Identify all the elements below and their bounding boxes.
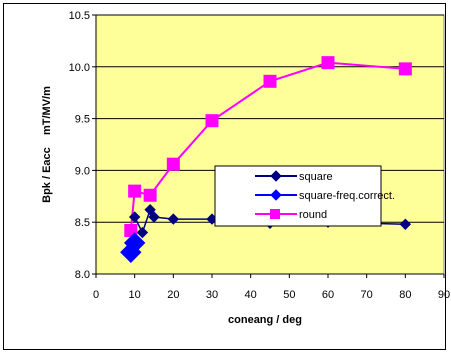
legend-label: square-freq.correct.: [299, 190, 395, 202]
data-point: [128, 184, 142, 198]
legend-marker: [270, 189, 282, 201]
x-axis-label: coneang / deg: [228, 314, 302, 326]
data-point: [398, 62, 412, 76]
y-tick-label: 10.0: [69, 62, 90, 74]
data-point: [166, 157, 180, 171]
x-tick-label: 40: [245, 289, 257, 301]
legend-box: [214, 165, 382, 227]
x-tick-label: 20: [167, 289, 179, 301]
legend-label: square: [299, 171, 333, 183]
y-tick-label: 9.5: [75, 114, 90, 126]
data-point: [148, 211, 160, 223]
x-tick-label: 0: [93, 289, 99, 301]
plot-area: [95, 14, 445, 275]
y-tick-label: 10.5: [69, 10, 90, 22]
data-point: [205, 114, 219, 128]
legend: square square-freq.correct. round: [214, 165, 395, 227]
series-layer: [120, 56, 412, 263]
data-point: [321, 56, 335, 70]
x-tick-label: 80: [399, 289, 411, 301]
x-tick-label: 30: [206, 289, 218, 301]
y-tick-label: 8.0: [75, 269, 90, 281]
data-point: [136, 226, 149, 239]
data-point: [263, 74, 277, 88]
y-tick-label: 9.0: [75, 165, 90, 177]
axes: 8.0 8.5 9.0 9.5 10.0 10.5 0 10 20 30 40 50 60 70 80 90: [69, 10, 451, 301]
legend-marker: [270, 170, 282, 182]
x-tick-label: 10: [129, 289, 141, 301]
x-tick-label: 50: [283, 289, 295, 301]
data-point: [143, 188, 157, 202]
legend-marker: [270, 209, 280, 219]
y-tick-label: 8.5: [75, 217, 90, 229]
data-point: [167, 213, 180, 225]
data-point: [123, 232, 146, 254]
x-tick-label: 60: [322, 289, 334, 301]
data-point: [399, 218, 412, 230]
series-1: [120, 232, 146, 263]
legend-label: round: [299, 209, 327, 221]
data-point: [128, 211, 141, 223]
x-tick-label: 70: [361, 289, 373, 301]
x-tick-label: 90: [438, 289, 450, 301]
data-point: [144, 204, 156, 216]
y-axis-label: Bpk / Eacc mT/MV/m: [41, 86, 53, 203]
